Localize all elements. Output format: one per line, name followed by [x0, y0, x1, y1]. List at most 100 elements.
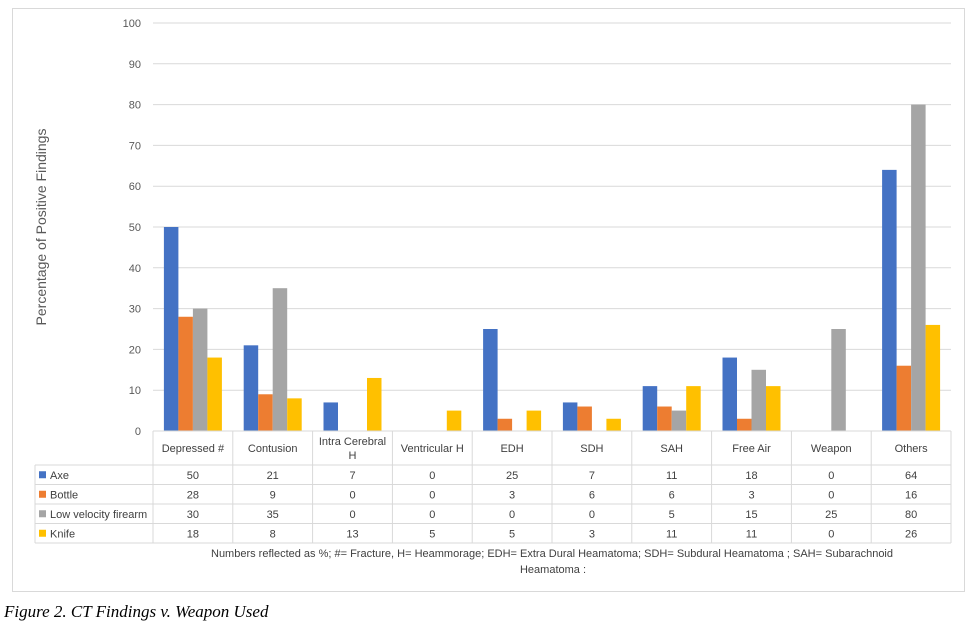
series-name: Bottle	[50, 489, 78, 501]
bar-low-velocity-firearm	[911, 104, 926, 431]
data-label: 0	[429, 509, 435, 521]
data-label: 26	[905, 528, 917, 540]
bar-low-velocity-firearm	[751, 369, 766, 431]
bar-knife	[207, 357, 222, 431]
footnote: Numbers reflected as %; #= Fracture, H= …	[211, 548, 893, 560]
data-label: 11	[666, 528, 677, 540]
series-name: Axe	[50, 470, 69, 482]
data-label: 50	[187, 470, 199, 482]
data-label: 5	[669, 509, 675, 521]
bar-axe	[562, 402, 578, 431]
bar-knife	[446, 410, 462, 431]
bar-low-velocity-firearm	[272, 288, 288, 431]
footnote: Heamatoma :	[520, 564, 586, 576]
category-label: Intra Cerebral	[319, 436, 386, 448]
data-label: 30	[187, 509, 199, 521]
bar-bottle	[896, 365, 912, 431]
bar-axe	[483, 329, 498, 431]
data-label: 5	[509, 528, 515, 540]
legend-key	[39, 471, 46, 479]
data-label: 0	[828, 528, 834, 540]
data-label: 0	[509, 509, 515, 521]
data-label: 0	[828, 470, 834, 482]
data-label: 11	[666, 470, 677, 482]
y-tick-label: 70	[129, 140, 141, 152]
y-tick-label: 90	[129, 59, 141, 71]
bar-axe	[642, 386, 658, 431]
bar-axe	[163, 227, 179, 431]
bar-knife	[367, 377, 382, 431]
bar-knife	[526, 410, 542, 431]
bar-knife	[766, 386, 781, 431]
data-label: 15	[745, 509, 757, 521]
data-label: 5	[429, 528, 435, 540]
bar-axe	[882, 169, 897, 431]
y-tick-label: 40	[129, 263, 141, 275]
category-label: Contusion	[248, 443, 298, 455]
data-label: 25	[506, 470, 518, 482]
y-tick-label: 60	[129, 181, 141, 193]
bar-knife	[925, 324, 941, 431]
bar-low-velocity-firearm	[671, 410, 687, 431]
data-label: 0	[429, 489, 435, 501]
bar-low-velocity-firearm	[192, 308, 208, 431]
bar-axe	[323, 402, 338, 431]
data-label: 11	[746, 528, 757, 540]
bar-bottle	[737, 418, 752, 431]
data-label: 0	[589, 509, 595, 521]
data-label: 3	[509, 489, 515, 501]
y-tick-label: 0	[135, 426, 141, 438]
y-tick-label: 80	[129, 100, 141, 112]
bar-bottle	[657, 406, 672, 431]
category-label: Ventricular H	[401, 443, 464, 455]
data-label: 0	[349, 509, 355, 521]
bar-bottle	[258, 394, 273, 431]
bar-bottle	[178, 316, 193, 431]
data-label: 3	[748, 489, 754, 501]
bar-knife	[686, 386, 701, 431]
data-label: 64	[905, 470, 917, 482]
bar-knife	[287, 398, 302, 431]
data-label: 8	[270, 528, 276, 540]
legend-key	[39, 529, 46, 537]
data-label: 7	[349, 470, 355, 482]
data-label: 0	[429, 470, 435, 482]
y-axis-label: Percentage of Positive Findings	[33, 129, 49, 326]
data-label: 18	[187, 528, 199, 540]
bar-bottle	[577, 406, 592, 431]
data-label: 18	[745, 470, 757, 482]
bar-axe	[243, 345, 259, 431]
data-label: 6	[669, 489, 675, 501]
data-label: 25	[825, 509, 837, 521]
data-label: 13	[346, 528, 358, 540]
y-tick-label: 50	[129, 222, 141, 234]
y-tick-label: 100	[123, 18, 141, 30]
category-label: Depressed #	[162, 443, 225, 455]
category-label: Weapon	[811, 443, 852, 455]
bar-bottle	[497, 418, 513, 431]
category-label: Others	[895, 443, 929, 455]
data-label: 0	[349, 489, 355, 501]
y-tick-label: 20	[129, 344, 141, 356]
category-label: SAH	[660, 443, 683, 455]
bar-low-velocity-firearm	[831, 329, 846, 431]
data-label: 9	[270, 489, 276, 501]
y-tick-label: 30	[129, 304, 141, 316]
category-label: EDH	[500, 443, 523, 455]
data-label: 3	[589, 528, 595, 540]
bar-axe	[722, 357, 737, 431]
series-name: Low velocity firearm	[50, 509, 147, 521]
category-label: Free Air	[732, 443, 771, 455]
data-label: 16	[905, 489, 917, 501]
series-name: Knife	[50, 528, 75, 540]
data-label: 7	[589, 470, 595, 482]
y-tick-label: 10	[129, 385, 141, 397]
data-label: 80	[905, 509, 917, 521]
data-label: 21	[267, 470, 279, 482]
data-label: 0	[828, 489, 834, 501]
figure-caption: Figure 2. CT Findings v. Weapon Used	[4, 602, 269, 621]
bar-knife	[606, 418, 621, 431]
data-label: 35	[267, 509, 279, 521]
data-label: 28	[187, 489, 199, 501]
